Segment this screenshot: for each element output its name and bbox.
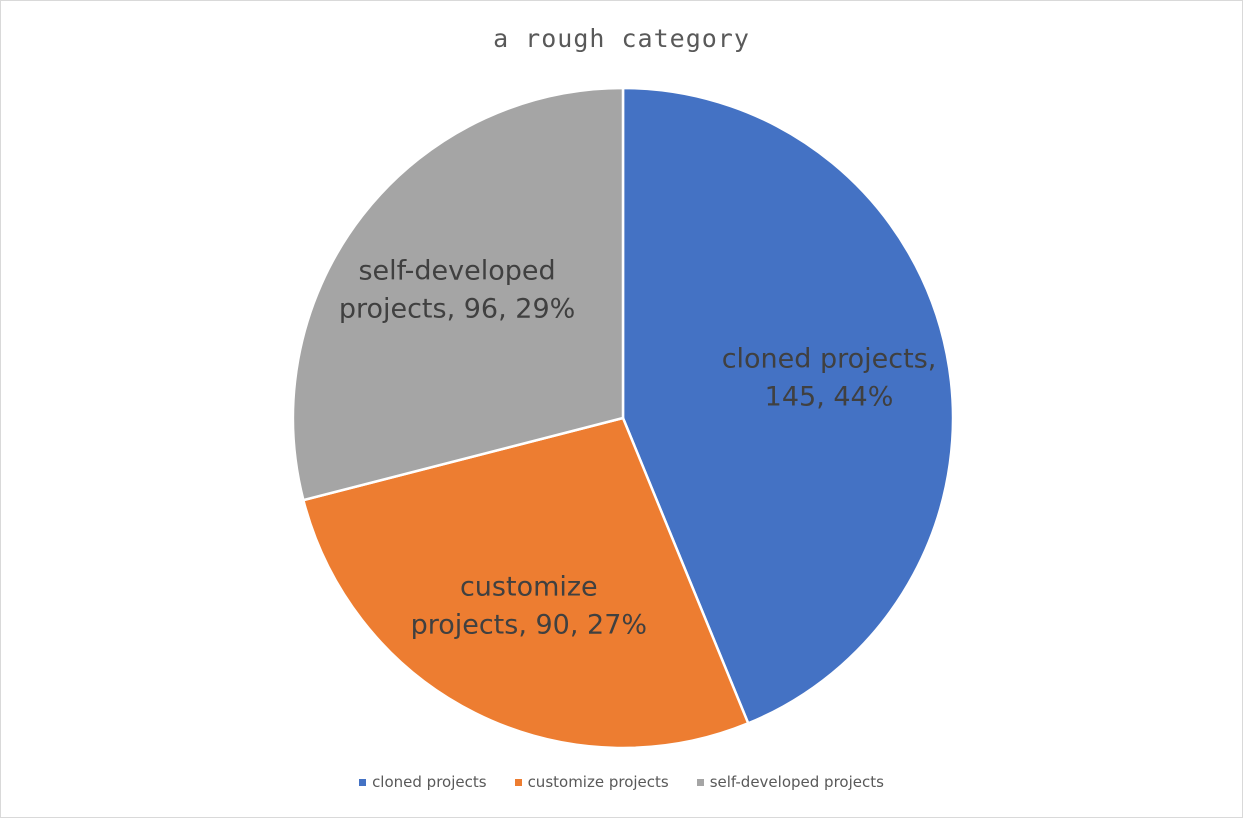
legend-swatch-self-developed	[696, 778, 704, 786]
slice-label-self-developed: self-developed projects, 96, 29%	[339, 255, 575, 324]
legend-label-customize: customize projects	[527, 773, 669, 791]
slice-label-customize-line: projects, 90, 27%	[411, 610, 647, 641]
legend-item-self-developed: self-developed projects	[696, 773, 884, 791]
legend-label-cloned: cloned projects	[372, 773, 487, 791]
legend-item-customize: customize projects	[514, 773, 669, 791]
slice-label-cloned-line: 145, 44%	[765, 381, 894, 412]
legend-item-cloned: cloned projects	[359, 773, 487, 791]
slice-label-self-developed-line: projects, 96, 29%	[339, 293, 575, 324]
slice-label-customize-line: customize	[460, 572, 598, 603]
legend-swatch-cloned	[359, 778, 367, 786]
legend-swatch-customize	[514, 778, 522, 786]
slice-label-cloned-line: cloned projects,	[722, 343, 937, 374]
legend-label-self-developed: self-developed projects	[709, 773, 884, 791]
pie-slice-customize	[301, 416, 750, 750]
legend: cloned projects customize projects self-…	[0, 773, 1243, 791]
slice-label-self-developed-line: self-developed	[358, 255, 555, 286]
pie-slice-self-developed	[291, 86, 625, 502]
slice-label-customize: customize projects, 90, 27%	[411, 572, 647, 641]
chart-title: a rough category	[493, 24, 750, 53]
pie-slice-cloned	[621, 86, 955, 725]
slice-label-cloned: cloned projects, 145, 44%	[722, 343, 937, 412]
